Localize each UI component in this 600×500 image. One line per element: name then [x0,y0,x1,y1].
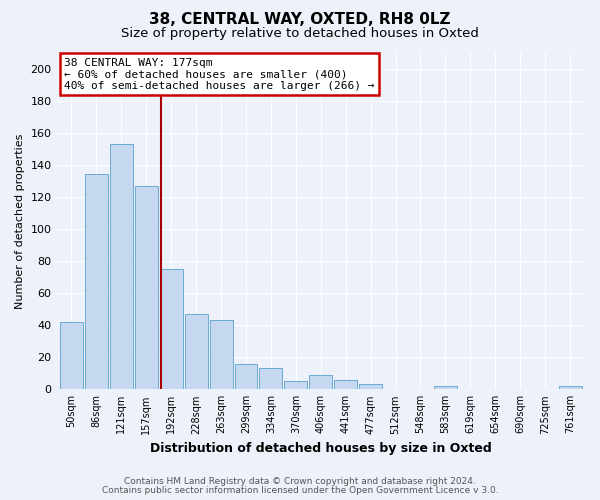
Bar [310,375,332,390]
Bar [434,386,457,390]
Text: Contains HM Land Registry data © Crown copyright and database right 2024.: Contains HM Land Registry data © Crown c… [124,477,476,486]
Bar [110,144,133,390]
Bar [284,382,307,390]
Y-axis label: Number of detached properties: Number of detached properties [15,133,25,308]
Bar [359,384,382,390]
Bar [60,322,83,390]
Bar [160,269,182,390]
Bar [334,380,357,390]
Text: Size of property relative to detached houses in Oxted: Size of property relative to detached ho… [121,28,479,40]
Bar [259,368,283,390]
Bar [85,174,108,390]
X-axis label: Distribution of detached houses by size in Oxted: Distribution of detached houses by size … [150,442,491,455]
Text: Contains public sector information licensed under the Open Government Licence v : Contains public sector information licen… [101,486,499,495]
Bar [235,364,257,390]
Bar [559,386,581,390]
Bar [185,314,208,390]
Text: 38, CENTRAL WAY, OXTED, RH8 0LZ: 38, CENTRAL WAY, OXTED, RH8 0LZ [149,12,451,28]
Bar [135,186,158,390]
Bar [209,320,233,390]
Text: 38 CENTRAL WAY: 177sqm
← 60% of detached houses are smaller (400)
40% of semi-de: 38 CENTRAL WAY: 177sqm ← 60% of detached… [64,58,375,91]
